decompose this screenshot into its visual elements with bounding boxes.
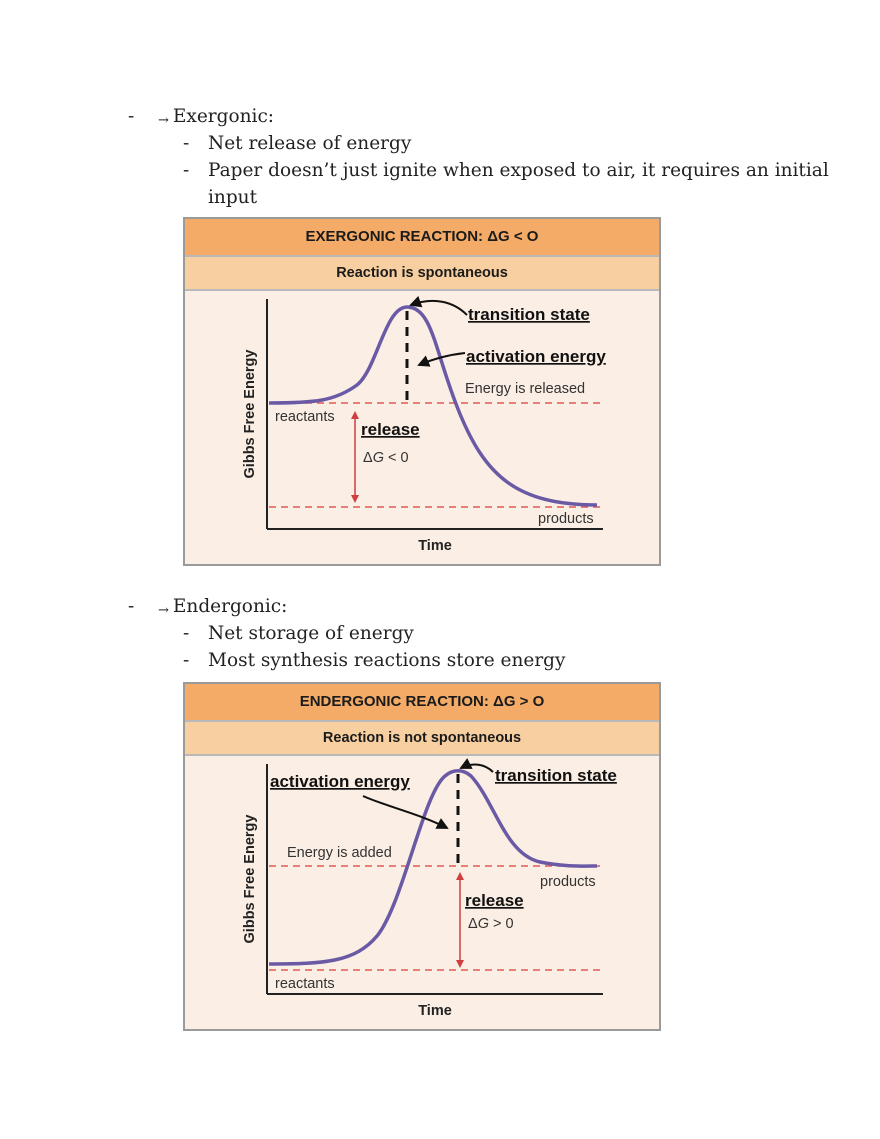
bullet-dash: - [183, 133, 190, 154]
delta-g-label: ΔG < 0 [363, 450, 409, 466]
transition-state-label: transition state [495, 766, 617, 785]
activation-energy-label: activation energy [466, 347, 606, 366]
figure-subtitle: Reaction is not spontaneous [185, 722, 659, 756]
x-axis-label: Time [418, 1003, 452, 1019]
energy-curve [268, 305, 598, 507]
activation-energy-label: activation energy [270, 772, 410, 791]
exergonic-heading: → Exergonic: [158, 104, 274, 132]
list-item: Most synthesis reactions store energy [208, 650, 566, 671]
x-axis-label: Time [418, 538, 452, 554]
endergonic-figure: ENDERGONIC REACTION: ΔG > O Reaction is … [183, 682, 661, 1031]
reactants-label: reactants [275, 976, 335, 992]
bullet-dash: - [183, 650, 190, 671]
figure-title: EXERGONIC REACTION: ΔG < O [185, 219, 659, 257]
transition-state-pointer-icon [459, 758, 494, 773]
activation-energy-pointer-icon [417, 352, 466, 367]
heading-text: Endergonic: [172, 596, 288, 617]
products-label: products [538, 511, 594, 527]
y-axis-label: Gibbs Free Energy [242, 815, 258, 944]
list-item: Net release of energy [208, 133, 412, 154]
y-axis-label: Gibbs Free Energy [242, 350, 258, 479]
heading-text: Exergonic: [172, 106, 275, 127]
release-label: release [361, 420, 420, 439]
delta-g-label: ΔG > 0 [468, 916, 514, 932]
exergonic-diagram: Gibbs Free Energy Time transition state … [242, 295, 606, 554]
transition-state-label: transition state [468, 305, 590, 324]
release-label: release [465, 891, 524, 910]
right-arrow-icon: → [158, 113, 169, 128]
products-label: products [540, 874, 596, 890]
energy-added-label: Energy is added [287, 845, 392, 861]
bullet-dash: - [183, 623, 190, 644]
bullet-dash: - [183, 160, 190, 181]
right-arrow-icon: → [158, 603, 169, 618]
figure-title: ENDERGONIC REACTION: ΔG > O [185, 684, 659, 722]
list-item: Net storage of energy [208, 623, 414, 644]
figure-subtitle: Reaction is spontaneous [185, 257, 659, 291]
list-item-continuation: input [208, 187, 258, 208]
exergonic-figure: EXERGONIC REACTION: ΔG < O Reaction is s… [183, 217, 661, 566]
bullet-dash: - [128, 596, 135, 617]
list-item: Paper doesn’t just ignite when exposed t… [208, 160, 829, 181]
endergonic-heading: → Endergonic: [158, 594, 287, 622]
energy-released-label: Energy is released [465, 381, 585, 397]
reactants-label: reactants [275, 409, 335, 425]
bullet-dash: - [128, 106, 135, 127]
energy-curve [268, 769, 598, 966]
transition-state-pointer-icon [409, 295, 468, 316]
endergonic-diagram: Gibbs Free Energy Time transition state … [242, 758, 617, 1019]
activation-energy-pointer-icon [362, 795, 449, 829]
